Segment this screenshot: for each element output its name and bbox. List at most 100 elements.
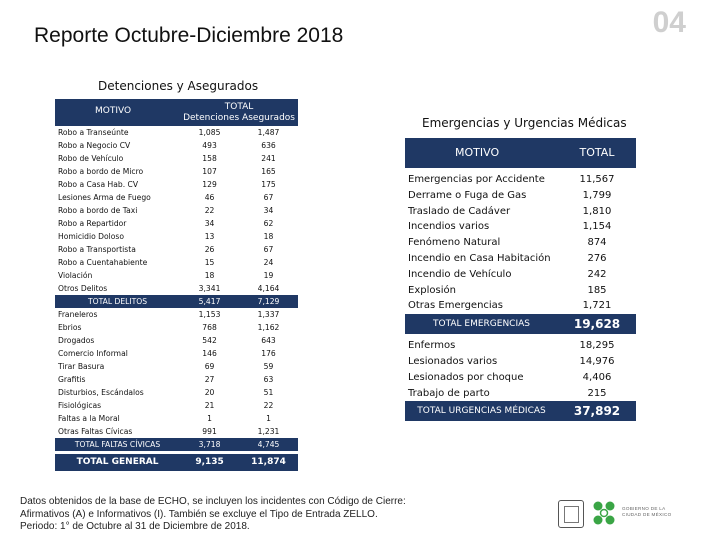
row-asegurados: 67: [263, 193, 274, 202]
table-row: Enfermos 18,295: [405, 338, 636, 354]
cdmx-logo-text: GOBIERNO DE LA CIUDAD DE MÉXICO: [622, 506, 671, 518]
row-detenciones: 26: [204, 245, 215, 254]
row-motivo: Violación: [58, 271, 93, 280]
row-motivo: Fenómeno Natural: [408, 237, 501, 249]
cdmx-seal-logo: [558, 500, 584, 528]
total-faltas-row: TOTAL FALTAS CÍVICAS 3,718 4,745: [55, 438, 298, 451]
table-row: Robo a Cuentahabiente 15 24: [55, 256, 298, 269]
row-motivo: Lesiones Arma de Fuego: [58, 193, 151, 202]
row-motivo: Disturbios, Escándalos: [58, 388, 144, 397]
row-motivo: Robo a Transportista: [58, 245, 136, 254]
row-motivo: Otras Emergencias: [408, 300, 504, 312]
row-motivo: Otras Faltas Cívicas: [58, 427, 133, 436]
slide-number: 04: [652, 6, 686, 39]
table-row: Fisiológicas 21 22: [55, 399, 298, 412]
detenciones-col-total-line1: TOTAL: [224, 101, 254, 112]
row-motivo: Emergencias por Accidente: [408, 174, 545, 185]
row-asegurados: 175: [261, 180, 276, 189]
table-row: Faltas a la Moral 1 1: [55, 412, 298, 425]
row-asegurados: 59: [263, 362, 274, 371]
row-detenciones: 27: [204, 375, 215, 384]
row-total: 1,721: [582, 300, 612, 312]
table-row: Homicidio Doloso 13 18: [55, 230, 298, 243]
emergencias-table: MOTIVO TOTAL Emergencias por Accidente 11…: [405, 138, 636, 422]
table-row: Incendio en Casa Habitación 276: [405, 251, 636, 267]
row-motivo: Franeleros: [58, 310, 98, 319]
row-total: 242: [587, 268, 607, 280]
table-row: Robo a bordo de Micro 107 165: [55, 165, 298, 178]
table-row: Violación 18 19: [55, 269, 298, 282]
row-asegurados: 1,487: [257, 128, 280, 137]
row-motivo: Enfermos: [408, 340, 456, 352]
row-asegurados: 18: [263, 232, 274, 241]
total-emergencias-row: TOTAL EMERGENCIAS 19,628: [405, 314, 636, 335]
row-motivo: Explosión: [408, 284, 456, 296]
row-motivo: Incendio en Casa Habitación: [408, 252, 551, 264]
row-detenciones: 493: [202, 141, 217, 150]
row-asegurados: 241: [261, 154, 276, 163]
row-motivo: Comercio Informal: [58, 349, 128, 358]
detenciones-title: Detenciones y Asegurados: [98, 79, 259, 93]
logo-text-line2: CIUDAD DE MÉXICO: [622, 512, 672, 517]
row-asegurados: 22: [263, 401, 274, 410]
table-row: Lesiones Arma de Fuego 46 67: [55, 191, 298, 204]
table-row: Robo de Vehículo 158 241: [55, 152, 298, 165]
row-detenciones: 69: [204, 362, 215, 371]
row-motivo: Traslado de Cadáver: [408, 205, 511, 217]
row-detenciones: 129: [202, 180, 217, 189]
row-detenciones: 146: [202, 349, 217, 358]
row-detenciones: 13: [204, 232, 215, 241]
table-row: Otras Faltas Cívicas 991 1,231: [55, 425, 298, 438]
row-asegurados: 51: [263, 388, 274, 397]
footnote-line2: Afirmativos (A) e Informativos (I). Tamb…: [20, 508, 378, 520]
row-motivo: Incendios varios: [408, 221, 490, 233]
emergencias-header-row: MOTIVO TOTAL: [405, 138, 636, 168]
row-motivo: Robo a Negocio CV: [58, 141, 131, 150]
row-asegurados: 176: [261, 349, 276, 358]
row-asegurados: 1,231: [257, 427, 280, 436]
logo-text-line1: GOBIERNO DE LA: [622, 506, 666, 511]
row-total: 4,406: [582, 371, 612, 383]
emergencias-title: Emergencias y Urgencias Médicas: [422, 116, 627, 130]
total-faltas-detenciones: 3,718: [180, 438, 240, 451]
row-motivo: Trabajo de parto: [408, 387, 490, 399]
row-motivo: Robo a bordo de Taxi: [58, 206, 138, 215]
table-row: Traslado de Cadáver 1,810: [405, 204, 636, 220]
row-motivo: Derrame o Fuga de Gas: [408, 189, 527, 201]
table-row: Robo a Transportista 26 67: [55, 243, 298, 256]
row-detenciones: 34: [204, 219, 215, 228]
row-detenciones: 20: [204, 388, 215, 397]
row-asegurados: 636: [261, 141, 276, 150]
table-row: Disturbios, Escándalos 20 51: [55, 386, 298, 399]
table-row: Drogados 542 643: [55, 334, 298, 347]
row-motivo: Robo a Repartidor: [58, 219, 127, 228]
row-detenciones: 1,153: [198, 310, 221, 319]
urgencias-body: Enfermos 18,295 Lesionados varios 14,976 Les…: [405, 338, 636, 401]
row-total: 874: [587, 237, 607, 249]
table-row: Robo a Casa Hab. CV 129 175: [55, 178, 298, 191]
row-motivo: Faltas a la Moral: [58, 414, 120, 423]
row-asegurados: 67: [263, 245, 274, 254]
row-total: 18,295: [579, 340, 615, 352]
detenciones-faltas-body: Franeleros 1,153 1,337 Ebrios 768 1,162 Drogad…: [55, 308, 298, 438]
table-row: Robo a Repartidor 34 62: [55, 217, 298, 230]
row-motivo: Robo a Casa Hab. CV: [58, 180, 139, 189]
total-emergencias-value: 19,628: [558, 314, 636, 335]
row-asegurados: 165: [261, 167, 276, 176]
total-urgencias-value: 37,892: [558, 401, 636, 422]
total-general-asegurados: 11,874: [239, 454, 298, 471]
detenciones-delitos-body: Robo a Transeúnte 1,085 1,487 Robo a Negoci…: [55, 126, 298, 295]
table-row: Otras Emergencias 1,721: [405, 298, 636, 314]
row-asegurados: 62: [263, 219, 274, 228]
total-general-row: TOTAL GENERAL 9,135 11,874: [55, 454, 298, 471]
total-delitos-asegurados: 7,129: [239, 295, 298, 308]
row-motivo: Tirar Basura: [58, 362, 105, 371]
row-asegurados: 24: [263, 258, 274, 267]
detenciones-header-row: MOTIVO TOTAL Detenciones Asegurados: [55, 99, 298, 126]
table-row: Franeleros 1,153 1,337: [55, 308, 298, 321]
detenciones-col-motivo: MOTIVO: [55, 99, 181, 126]
table-row: Fenómeno Natural 874: [405, 235, 636, 251]
row-asegurados: 1,162: [257, 323, 280, 332]
detenciones-table: MOTIVO TOTAL Detenciones Asegurados Robo…: [55, 99, 298, 471]
table-row: Robo a bordo de Taxi 22 34: [55, 204, 298, 217]
